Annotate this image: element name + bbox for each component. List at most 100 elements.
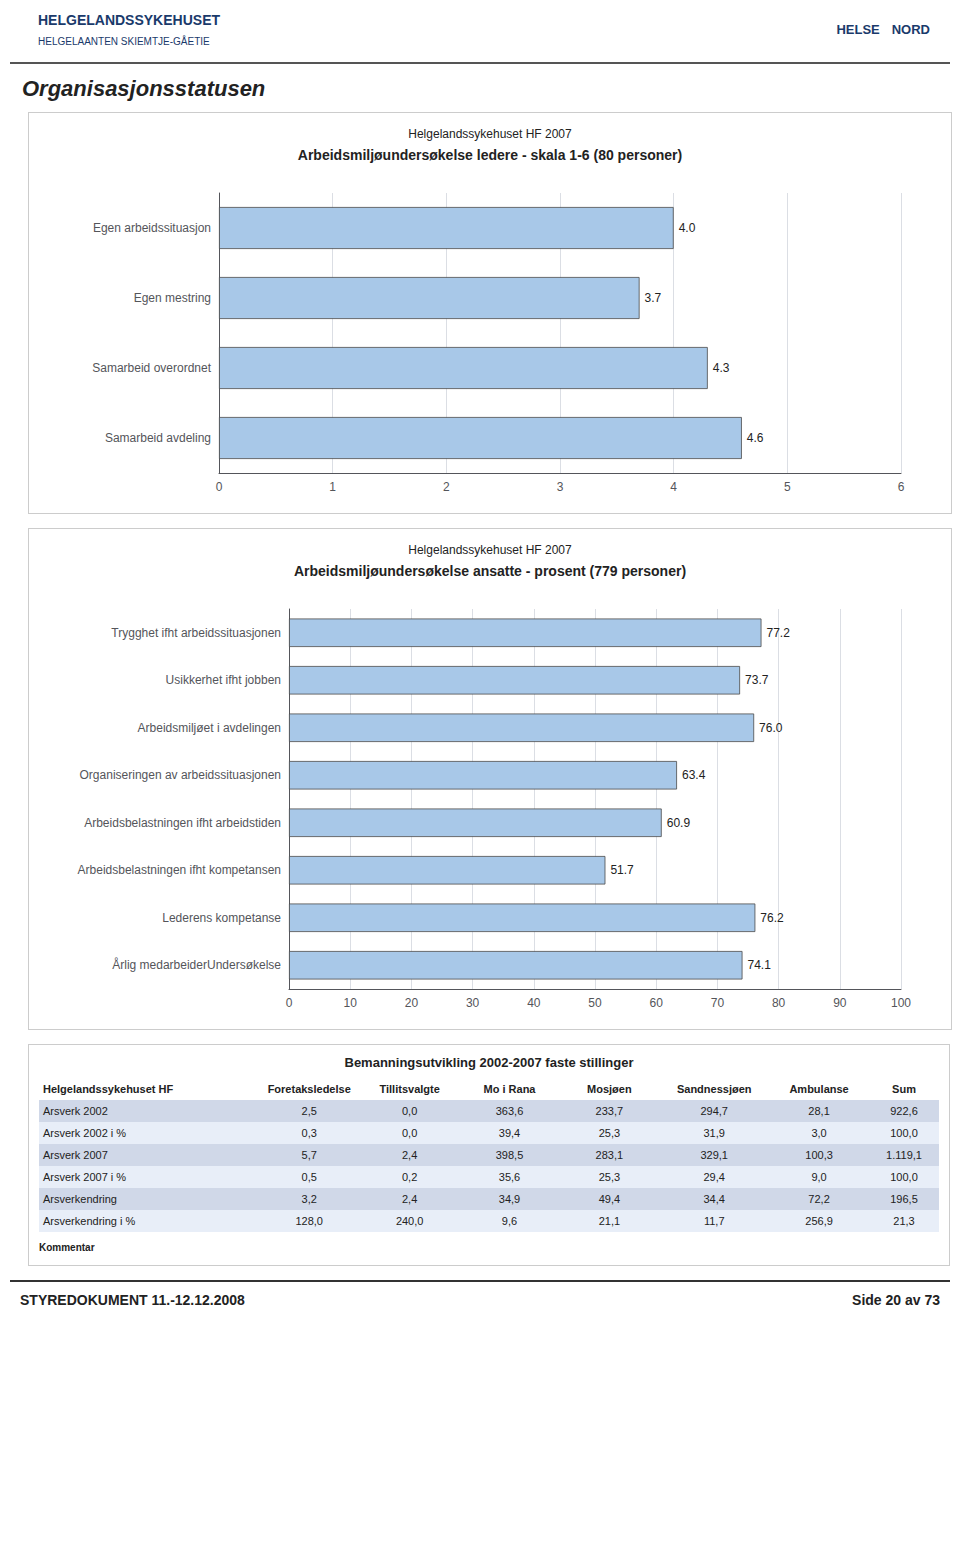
html-text:Mo i Rana: Mo i Rana <box>483 1083 536 1095</box>
html-text:922,6: 922,6 <box>890 1105 918 1117</box>
svg-text:73.7: 73.7 <box>745 673 769 687</box>
html-text:294,7: 294,7 <box>700 1105 728 1117</box>
html-text:2,4: 2,4 <box>402 1149 418 1161</box>
html-text:72,2: 72,2 <box>808 1193 830 1205</box>
html-text:HELSE: HELSE <box>836 22 880 37</box>
svg-text:6: 6 <box>898 480 905 494</box>
html-text:Tillitsvalgte: Tillitsvalgte <box>379 1083 440 1095</box>
svg-text:3: 3 <box>557 480 564 494</box>
html-text:Helgelandssykehuset HF: Helgelandssykehuset HF <box>43 1083 174 1095</box>
svg-text:0: 0 <box>286 996 293 1010</box>
html-text:STYREDOKUMENT 11.-12.12.2008: STYREDOKUMENT 11.-12.12.2008 <box>20 1292 245 1308</box>
html-text:0,0: 0,0 <box>402 1105 418 1117</box>
html-text:1.119,1: 1.119,1 <box>886 1149 922 1161</box>
svg-text:76.0: 76.0 <box>759 721 783 735</box>
html-text:25,3: 25,3 <box>598 1127 621 1139</box>
svg-text:10: 10 <box>344 996 358 1010</box>
html-text:49,4: 49,4 <box>598 1193 621 1205</box>
svg-text:4.0: 4.0 <box>679 221 696 235</box>
svg-text:Årlig medarbeiderUndersøkelse: Årlig medarbeiderUndersøkelse <box>112 957 281 972</box>
svg-text:40: 40 <box>527 996 541 1010</box>
svg-text:70: 70 <box>711 996 725 1010</box>
svg-text:Samarbeid avdeling: Samarbeid avdeling <box>105 431 211 445</box>
html-text:100,3: 100,3 <box>805 1149 833 1161</box>
html-text:0,2: 0,2 <box>402 1171 418 1183</box>
html-text:100,0: 100,0 <box>890 1171 918 1183</box>
html-text:Sandnessjøen: Sandnessjøen <box>676 1083 752 1095</box>
svg-text:63.4: 63.4 <box>682 768 706 782</box>
svg-text:100: 100 <box>891 996 911 1010</box>
html-text:329,1: 329,1 <box>700 1149 728 1161</box>
html-text:Organisasjonsstatusen: Organisasjonsstatusen <box>22 76 266 101</box>
svg-text:Arbeidsmiljøundersøkelse ansat: Arbeidsmiljøundersøkelse ansatte - prose… <box>294 563 686 579</box>
svg-text:76.2: 76.2 <box>760 911 784 925</box>
svg-text:1: 1 <box>329 480 336 494</box>
svg-text:Organiseringen av arbeidssitua: Organiseringen av arbeidssituasjonen <box>80 768 281 782</box>
svg-text:Trygghet ifht arbeidssituasjon: Trygghet ifht arbeidssituasjonen <box>111 626 281 640</box>
html-text:HELGELANDSSYKEHUSET: HELGELANDSSYKEHUSET <box>38 12 220 28</box>
svg-text:Usikkerhet ifht jobben: Usikkerhet ifht jobben <box>166 673 281 687</box>
html-text:100,0: 100,0 <box>890 1127 918 1139</box>
html-text:0,5: 0,5 <box>301 1171 317 1183</box>
html-text:2,4: 2,4 <box>402 1193 418 1205</box>
html-text:Arsverk 2007: Arsverk 2007 <box>43 1149 108 1161</box>
html-text:3,0: 3,0 <box>811 1127 827 1139</box>
svg-text:77.2: 77.2 <box>766 626 790 640</box>
html-text:Arsverk 2002 i %: Arsverk 2002 i % <box>43 1127 127 1139</box>
html-text:233,7: 233,7 <box>595 1105 624 1117</box>
svg-text:51.7: 51.7 <box>610 863 634 877</box>
svg-text:Egen mestring: Egen mestring <box>134 291 211 305</box>
html-text:34,4: 34,4 <box>703 1193 725 1205</box>
svg-text:5: 5 <box>784 480 791 494</box>
html-text:39,4: 39,4 <box>498 1127 521 1139</box>
svg-text:3.7: 3.7 <box>645 291 662 305</box>
html-text:Mosjøen: Mosjøen <box>587 1083 632 1095</box>
html-text:Arsverk 2002: Arsverk 2002 <box>43 1105 108 1117</box>
svg-text:90: 90 <box>833 996 847 1010</box>
html-text:398,5: 398,5 <box>495 1149 524 1161</box>
html-text:Arsverk 2007 i %: Arsverk 2007 i % <box>43 1171 127 1183</box>
svg-text:Helgelandssykehuset HF 2007: Helgelandssykehuset HF 2007 <box>408 127 572 141</box>
svg-text:30: 30 <box>466 996 480 1010</box>
svg-text:Arbeidsbelastningen ifht kompe: Arbeidsbelastningen ifht kompetansen <box>78 863 281 877</box>
html-text:Arsverkendring: Arsverkendring <box>43 1193 117 1205</box>
html-text:Bemanningsutvikling 2002-2007: Bemanningsutvikling 2002-2007 faste stil… <box>344 1055 634 1070</box>
html-text:28,1: 28,1 <box>808 1105 830 1117</box>
html-text:25,3: 25,3 <box>598 1171 621 1183</box>
svg-text:4: 4 <box>670 480 677 494</box>
svg-text:60: 60 <box>650 996 664 1010</box>
svg-text:60.9: 60.9 <box>667 816 691 830</box>
svg-text:Arbeidsmiljøundersøkelse leder: Arbeidsmiljøundersøkelse ledere - skala … <box>298 147 682 163</box>
svg-text:Lederens kompetanse: Lederens kompetanse <box>162 911 281 925</box>
svg-text:Arbeidsbelastningen ifht arbei: Arbeidsbelastningen ifht arbeidstiden <box>84 816 281 830</box>
html-text:3,2: 3,2 <box>301 1193 317 1205</box>
html-text:31,9: 31,9 <box>703 1127 725 1139</box>
html-text:9,0: 9,0 <box>811 1171 827 1183</box>
svg-text:4.6: 4.6 <box>747 431 764 445</box>
svg-text:Arbeidsmiljøet i avdelingen: Arbeidsmiljøet i avdelingen <box>138 721 281 735</box>
html-text:NORD: NORD <box>891 22 930 37</box>
svg-text:Samarbeid overordnet: Samarbeid overordnet <box>92 361 211 375</box>
html-text:283,1: 283,1 <box>595 1149 624 1161</box>
html-text:29,4: 29,4 <box>703 1171 725 1183</box>
html-text:363,6: 363,6 <box>495 1105 524 1117</box>
svg-text:50: 50 <box>588 996 602 1010</box>
svg-text:20: 20 <box>405 996 419 1010</box>
html-text:2,5: 2,5 <box>301 1105 317 1117</box>
html-text:0,3: 0,3 <box>301 1127 317 1139</box>
svg-text:2: 2 <box>443 480 450 494</box>
html-text:35,6: 35,6 <box>498 1171 521 1183</box>
html-text:34,9: 34,9 <box>498 1193 521 1205</box>
html-text:Sum: Sum <box>892 1083 916 1095</box>
svg-text:Helgelandssykehuset HF 2007: Helgelandssykehuset HF 2007 <box>408 543 572 557</box>
svg-text:4.3: 4.3 <box>713 361 730 375</box>
html-text:Ambulanse: Ambulanse <box>789 1083 849 1095</box>
svg-text:74.1: 74.1 <box>747 958 771 972</box>
html-text:5,7: 5,7 <box>301 1149 317 1161</box>
svg-text:Egen arbeidssituasjon: Egen arbeidssituasjon <box>93 221 211 235</box>
svg-text:0: 0 <box>216 480 223 494</box>
html-text:Side 20 av 73: Side 20 av 73 <box>852 1292 940 1308</box>
html-text:0,0: 0,0 <box>402 1127 418 1139</box>
html-text:Foretaksledelse: Foretaksledelse <box>267 1083 351 1095</box>
svg-text:80: 80 <box>772 996 786 1010</box>
